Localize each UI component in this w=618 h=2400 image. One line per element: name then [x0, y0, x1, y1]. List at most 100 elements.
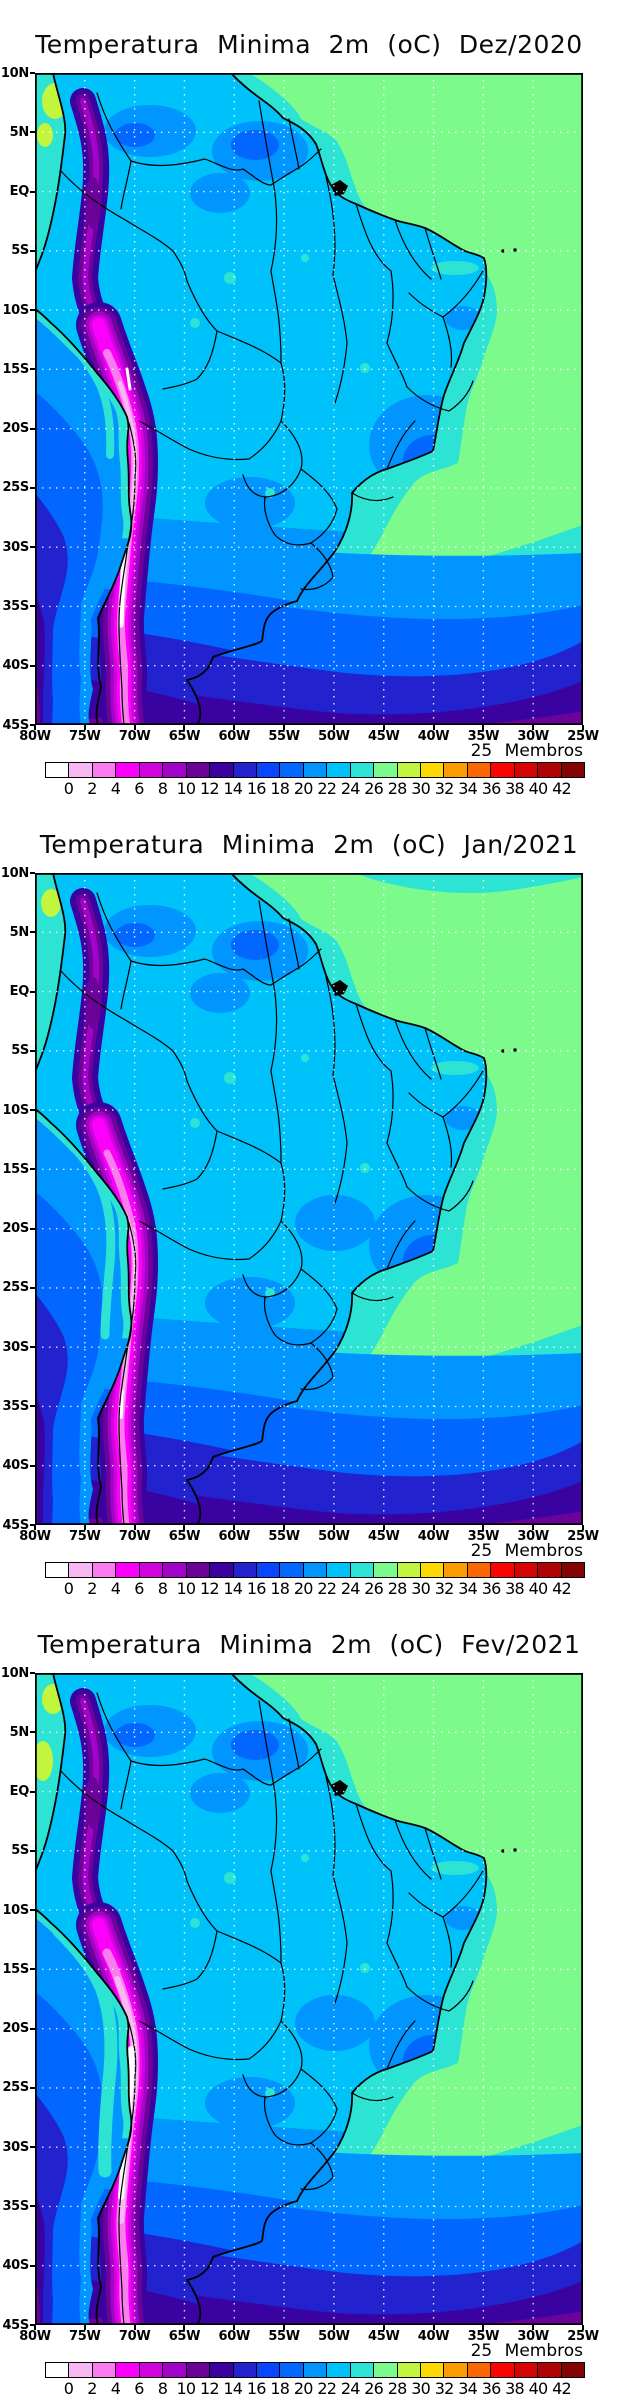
lat-axis-label: 15S — [2, 1161, 29, 1177]
lon-axis-tick — [382, 725, 385, 730]
south-america-temperature-map — [35, 73, 583, 725]
lon-axis-label: 35W — [467, 2329, 500, 2344]
lon-axis-label: 60W — [218, 729, 251, 744]
lon-axis-tick — [83, 2325, 86, 2330]
lat-axis-tick — [30, 2027, 35, 2030]
lat-axis-tick — [30, 1849, 35, 1852]
colorbar-tick-label: 38 — [505, 779, 525, 798]
lon-axis-label: 65W — [168, 2329, 201, 2344]
lon-axis-tick — [432, 2325, 435, 2330]
lat-axis-tick — [30, 990, 35, 993]
ensemble-members-label: 25 Membros — [470, 2341, 583, 2361]
ensemble-members-label: 25 Membros — [470, 741, 583, 761]
colorbar-tick-label: 32 — [434, 779, 455, 798]
colorbar-tick-label: 8 — [157, 779, 168, 798]
lat-axis-tick — [30, 2324, 35, 2326]
colorbar-tick-label: 36 — [481, 2379, 502, 2398]
lat-axis-tick — [30, 931, 35, 934]
ensemble-members-label: 25 Membros — [470, 1541, 583, 1561]
colorbar-cell — [373, 762, 398, 778]
colorbar-cell — [466, 2362, 492, 2378]
lat-axis-tick — [30, 1168, 35, 1171]
lat-axis-tick — [30, 605, 35, 608]
lat-axis-label: 15S — [2, 361, 29, 377]
colorbar-tick-label: 0 — [63, 2379, 74, 2398]
colorbar-cell — [91, 762, 117, 778]
colorbar-cell — [560, 2362, 586, 2378]
colorbar-cell — [373, 2362, 398, 2378]
colorbar-tick-label: 18 — [270, 2379, 290, 2398]
lat-axis-label: EQ — [9, 1784, 30, 1800]
colorbar-tick-label: 14 — [223, 2379, 243, 2398]
lon-axis-tick — [332, 725, 335, 730]
colorbar-tick-label: 22 — [317, 779, 337, 798]
lat-axis-tick — [30, 1405, 35, 1408]
lat-axis-label: 30S — [2, 1339, 29, 1355]
colorbar-tick-label: 36 — [481, 1579, 502, 1598]
lat-axis-label: 10N — [0, 65, 29, 81]
colorbar-cell — [162, 762, 187, 778]
lon-axis-label: 60W — [218, 2329, 251, 2344]
lon-axis-label: 70W — [118, 729, 151, 744]
colorbar-cell — [68, 762, 93, 778]
lon-axis-label: 50W — [318, 1529, 350, 1544]
lat-axis-label: 5N — [9, 1724, 30, 1740]
south-america-temperature-map — [35, 1673, 583, 2325]
south-america-temperature-map — [35, 873, 583, 1525]
lat-axis-label: 10N — [0, 1665, 29, 1681]
colorbar-tick-label: 12 — [199, 779, 220, 798]
lon-axis-label: 65W — [168, 1529, 201, 1544]
lon-axis-tick — [432, 1525, 435, 1530]
lat-axis-tick — [30, 309, 35, 312]
lat-axis-tick — [30, 2146, 35, 2149]
lon-axis-tick — [34, 2325, 36, 2330]
map-canvas — [35, 873, 583, 1525]
colorbar-tick-label: 42 — [552, 1579, 572, 1598]
lat-axis-label: 25S — [2, 2080, 29, 2096]
colorbar-cell — [255, 762, 281, 778]
lon-axis-tick — [34, 725, 36, 730]
lat-axis-label: 35S — [2, 2198, 29, 2214]
colorbar-tick-label: 18 — [270, 1579, 290, 1598]
lat-axis-label: 45S — [2, 717, 29, 733]
lon-axis-label: 40W — [417, 1529, 450, 1544]
colorbar-tick-label: 34 — [458, 1579, 478, 1598]
lat-axis-label: 30S — [2, 539, 29, 555]
colorbar-tick-label: 28 — [387, 2379, 408, 2398]
lon-axis-tick — [283, 2325, 286, 2330]
colorbar-cell — [466, 762, 492, 778]
colorbar-cell — [232, 762, 257, 778]
colorbar-tick-label: 28 — [387, 1579, 408, 1598]
lon-axis-label: 35W — [467, 1529, 500, 1544]
lat-axis-tick — [30, 1227, 35, 1230]
lat-axis-label: 5S — [11, 1043, 29, 1059]
colorbar-cell — [45, 1562, 70, 1578]
colorbar-cell — [420, 1562, 445, 1578]
lon-axis-label: 40W — [417, 2329, 450, 2344]
colorbar-cell — [115, 1562, 140, 1578]
lat-axis-tick — [30, 486, 35, 489]
lat-axis-label: 45S — [2, 1517, 29, 1533]
colorbar-cell — [420, 2362, 445, 2378]
colorbar-tick-label: 20 — [293, 779, 314, 798]
lat-axis-tick — [30, 1464, 35, 1467]
lat-axis-tick — [30, 1909, 35, 1912]
colorbar-tick-label: 26 — [364, 1579, 384, 1598]
lon-axis-tick — [233, 725, 236, 730]
lat-axis-label: 10S — [2, 302, 29, 318]
lon-axis-label: 80W — [19, 1529, 51, 1544]
colorbar-tick-label: 6 — [134, 1579, 144, 1598]
colorbar-tick-label: 26 — [364, 2379, 384, 2398]
colorbar-tick-label: 34 — [458, 2379, 478, 2398]
lon-axis-label: 30W — [517, 2329, 549, 2344]
colorbar-tick-label: 30 — [411, 779, 431, 798]
lat-axis-tick — [30, 1524, 35, 1526]
colorbar-tick-label: 6 — [134, 779, 144, 798]
lon-axis-label: 75W — [69, 729, 101, 744]
colorbar-cell — [420, 762, 445, 778]
colorbar — [45, 1562, 586, 1578]
lon-axis-label: 30W — [517, 1529, 549, 1544]
colorbar-tick-label: 2 — [87, 2379, 97, 2398]
lon-axis-tick — [482, 725, 485, 730]
colorbar-cell — [302, 2362, 328, 2378]
